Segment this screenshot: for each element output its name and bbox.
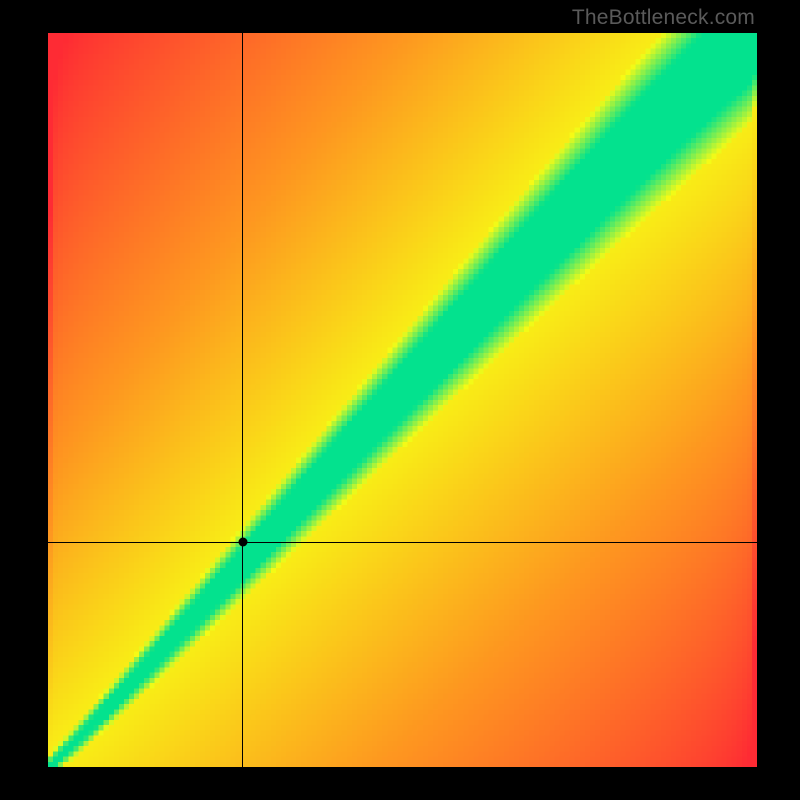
heatmap-canvas — [48, 33, 757, 767]
watermark-text: TheBottleneck.com — [572, 6, 755, 30]
crosshair-horizontal — [48, 542, 757, 543]
crosshair-vertical — [242, 33, 243, 767]
crosshair-point — [238, 538, 247, 547]
heatmap-plot — [48, 33, 757, 767]
